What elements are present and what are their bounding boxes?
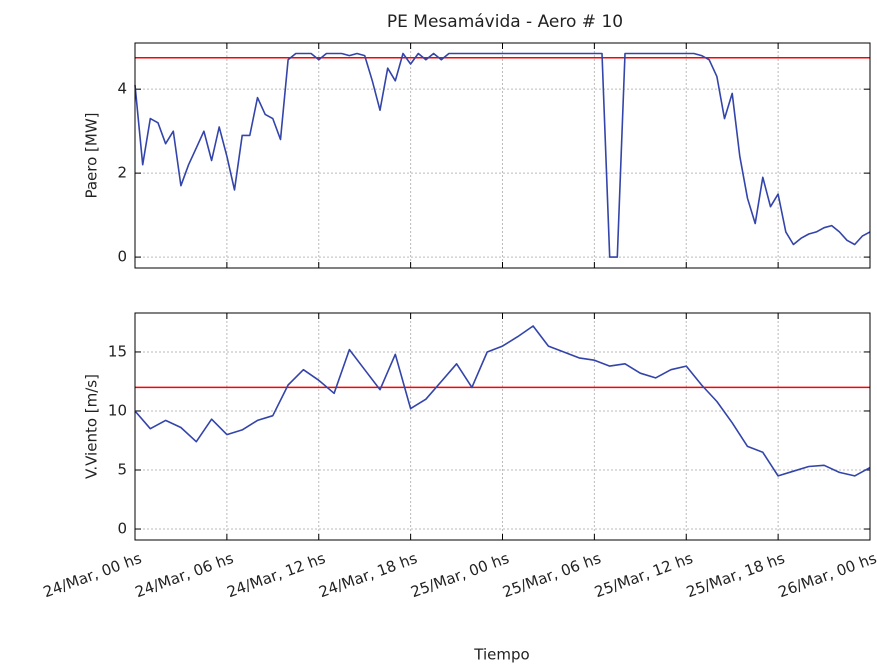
y-tick-label: 15 [108,342,127,360]
data-line [134,52,871,258]
x-tick-label: 25/Mar, 06 hs [500,549,603,601]
y-tick-label: 0 [117,248,127,266]
y-tick-label: 2 [117,164,127,182]
x-tick-label: 24/Mar, 12 hs [225,549,328,601]
x-tick-label: 25/Mar, 00 hs [408,549,511,601]
x-axis-label: Tiempo [473,646,529,664]
plot-frame [134,312,871,541]
x-tick-label: 24/Mar, 18 hs [316,549,419,601]
y-tick-label: 4 [117,80,127,98]
data-line [134,325,871,477]
y-axis-label: V.Viento [m/s] [83,374,101,479]
x-tick-label: 24/Mar, 00 hs [41,549,144,601]
y-tick-label: 0 [117,520,127,538]
y-tick-label: 10 [108,401,127,419]
y-axis-label: Paero [MW] [83,112,101,198]
plot-frame [134,42,871,269]
x-tick-label: 25/Mar, 18 hs [684,549,787,601]
y-tick-label: 5 [117,460,127,478]
x-tick-label: 25/Mar, 12 hs [592,549,695,601]
chart-title: PE Mesamávida - Aero # 10 [387,12,623,32]
x-tick-label: 26/Mar, 00 hs [776,549,877,601]
x-tick-label: 24/Mar, 06 hs [133,549,236,601]
